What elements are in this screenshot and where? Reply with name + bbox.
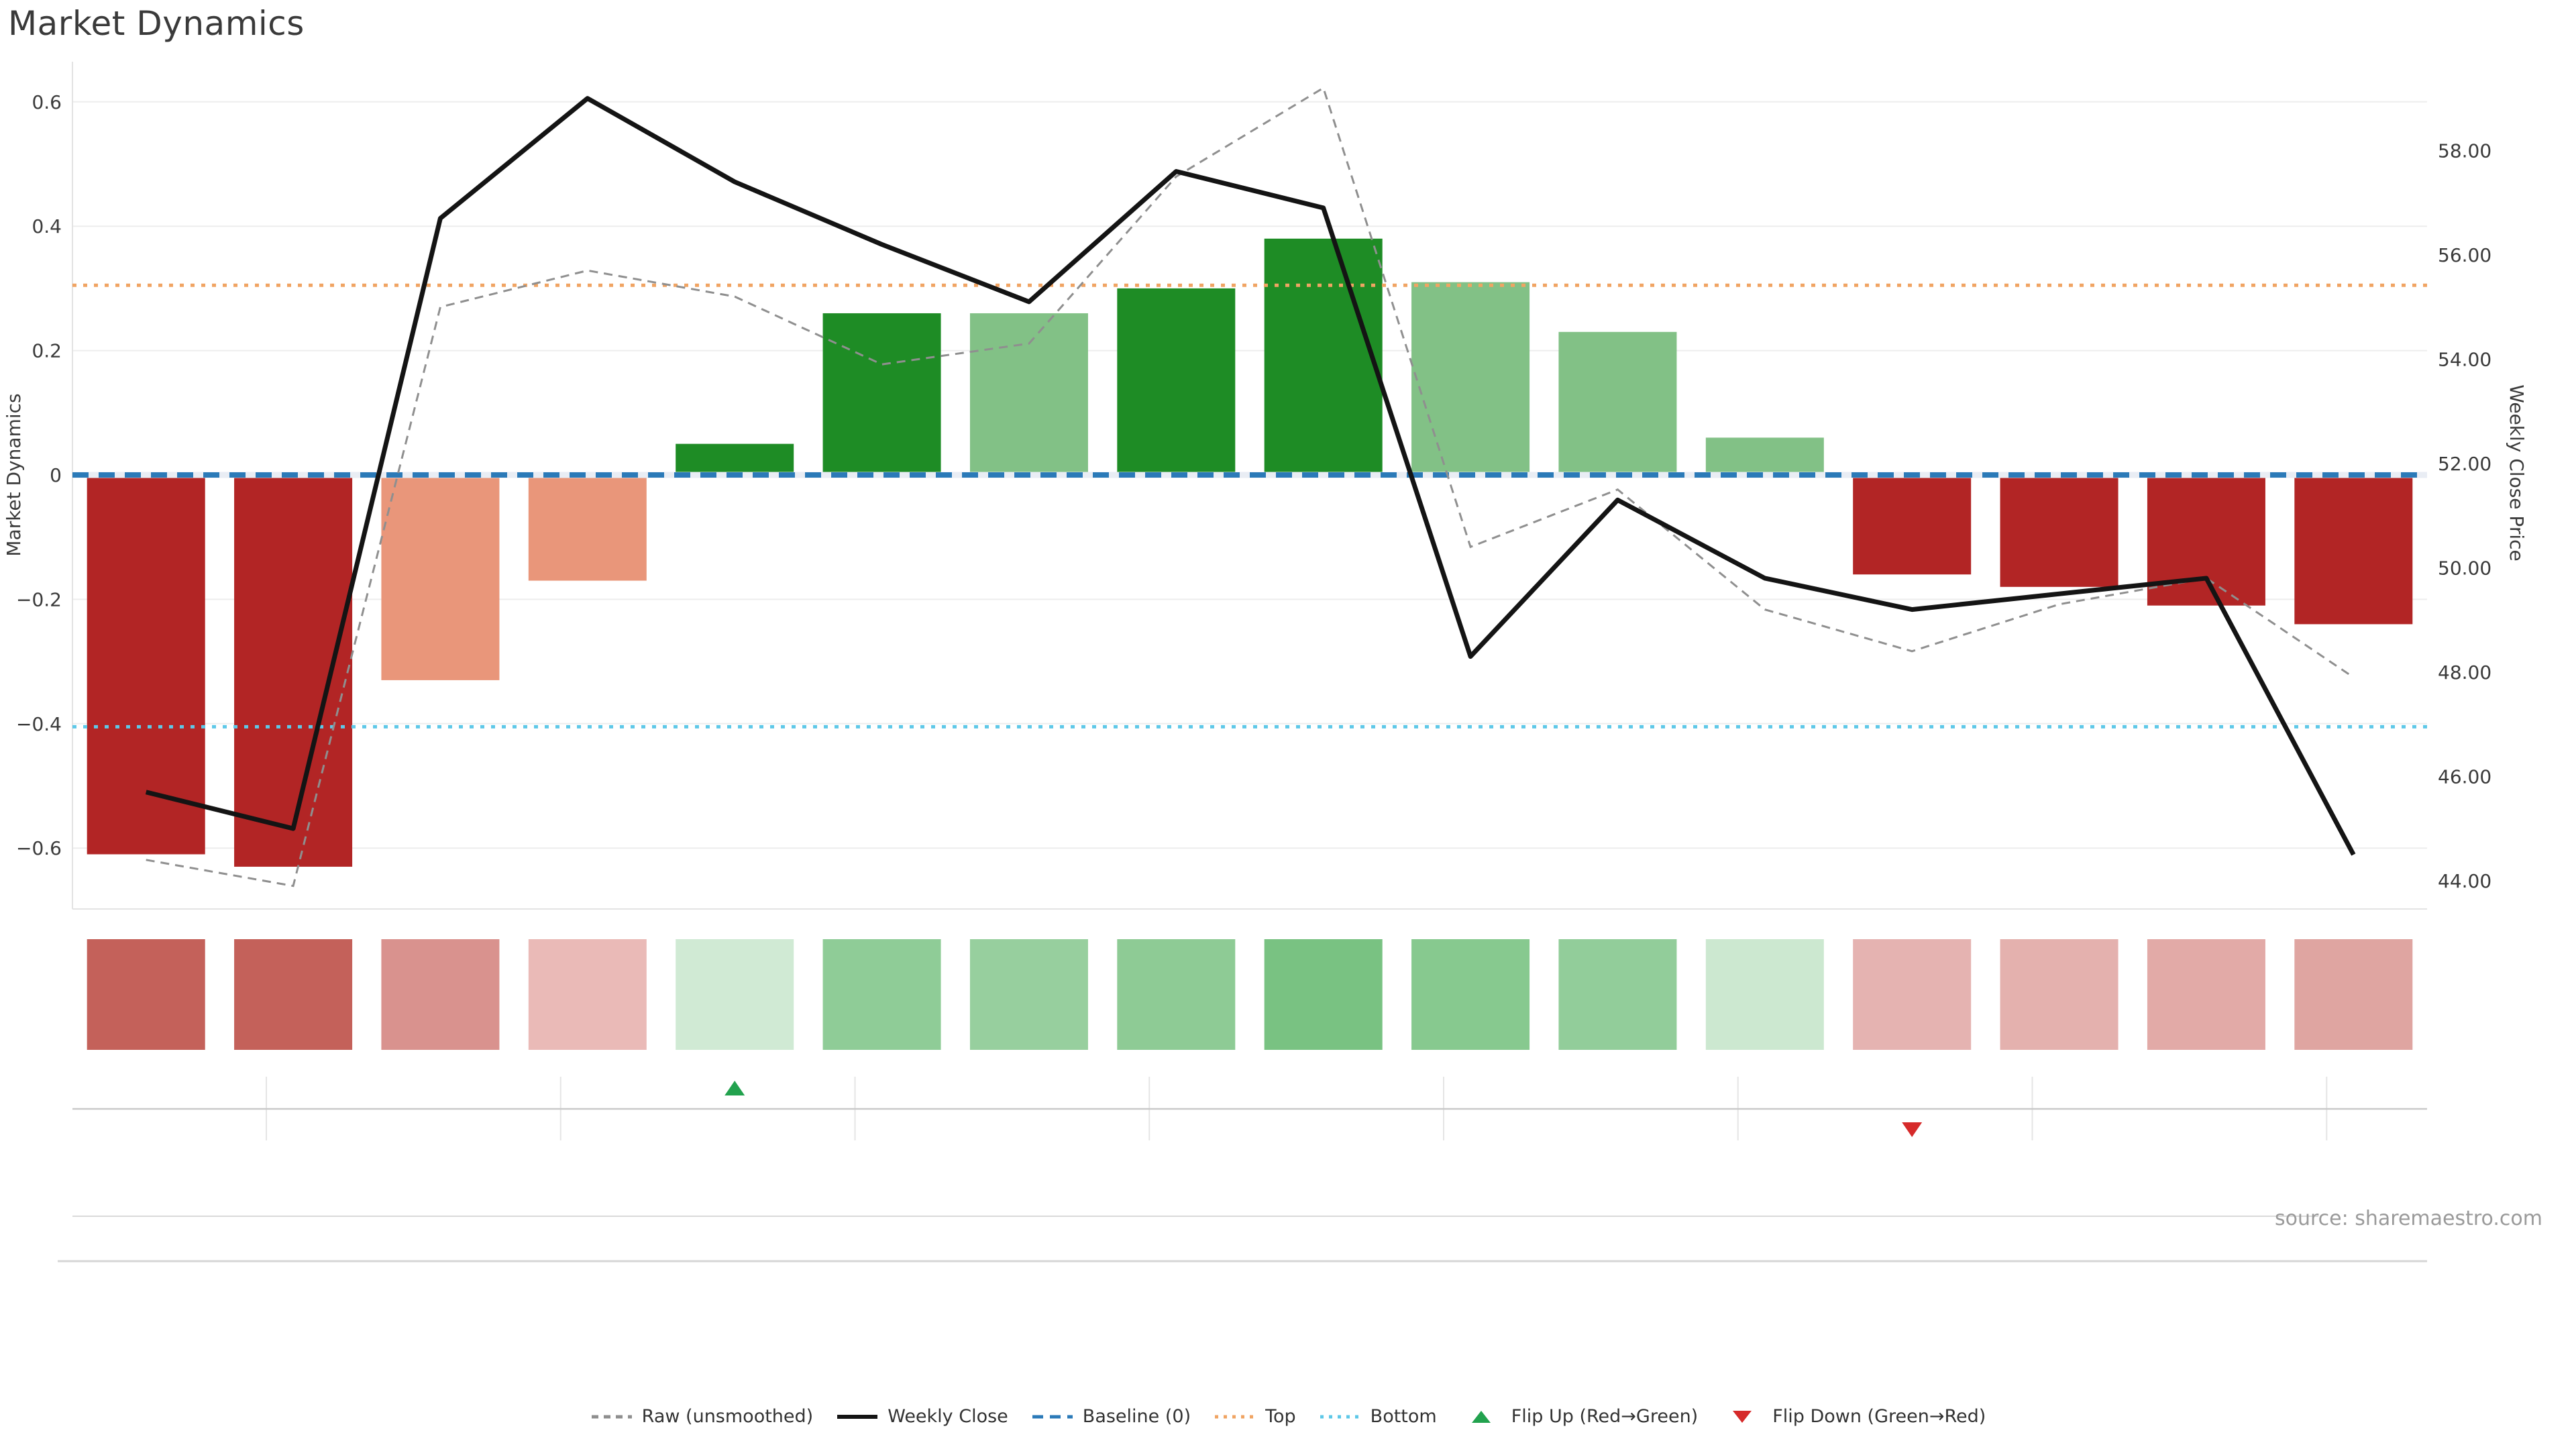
legend-swatch-dotted-line-icon: [1320, 1415, 1360, 1418]
legend-swatch-dashed-line-icon: [591, 1415, 632, 1418]
legend-item: Bottom: [1319, 1406, 1437, 1427]
tick-labels-layer: 0.6 0.4 0.2 0 −0.2 −0.4 −0.6 58.00 56.00 54.00 52.…: [16, 91, 2491, 892]
legend-triangle-down-icon: [1733, 1410, 1752, 1423]
bar: [1117, 288, 1236, 475]
bar: [1264, 238, 1383, 475]
bar: [676, 443, 794, 475]
legend-label: Raw (unsmoothed): [641, 1406, 814, 1427]
legend-swatch-solid-line-icon: [837, 1414, 878, 1419]
bar: [528, 475, 647, 581]
lines-layer: [72, 86, 2427, 888]
legend-label: Weekly Close: [888, 1406, 1008, 1427]
legend-item: Flip Up (Red→Green): [1460, 1406, 1699, 1427]
heat-cell: [676, 939, 794, 1050]
heat-cell: [381, 939, 500, 1050]
heat-cell: [2000, 939, 2118, 1050]
flip-markers-layer: [58, 1077, 2427, 1263]
legend-swatch-triangle-down-icon: [1733, 1410, 1752, 1423]
bars-layer: [87, 238, 2413, 867]
bar: [1705, 437, 1824, 475]
legend-label: Flip Down (Green→Red): [1772, 1406, 1986, 1427]
legend-label: Baseline (0): [1082, 1406, 1191, 1427]
heat-cell: [1558, 939, 1677, 1050]
right-tick-label: 44.00: [2438, 870, 2491, 892]
legend-swatch-dotted-line-icon: [1215, 1415, 1256, 1418]
heat-cell: [87, 939, 205, 1050]
weekly-close-line: [145, 96, 2356, 856]
heat-cell: [1853, 939, 1972, 1050]
right-axis-title: Weekly Close Price: [2506, 384, 2528, 561]
left-tick-label: −0.2: [16, 588, 62, 610]
bar: [1853, 475, 1972, 575]
left-tick-label: 0.6: [32, 91, 62, 113]
legend-item: Baseline (0): [1031, 1406, 1191, 1427]
bar: [822, 313, 941, 475]
heat-cell: [1117, 939, 1236, 1050]
legend: Raw (unsmoothed) Weekly Close Baseline (0)…: [0, 1406, 2576, 1427]
bar: [969, 313, 1088, 475]
heat-cell: [1705, 939, 1824, 1050]
bar: [1558, 331, 1677, 475]
flip-down-marker: [1902, 1122, 1923, 1137]
bar: [234, 475, 353, 867]
bar: [87, 475, 205, 855]
legend-item: Flip Down (Green→Red): [1721, 1406, 1986, 1427]
right-tick-label: 48.00: [2438, 661, 2491, 684]
heat-cell: [2294, 939, 2413, 1050]
flip-up-marker: [724, 1081, 745, 1095]
heat-cell: [2147, 939, 2265, 1050]
legend-label: Bottom: [1370, 1406, 1437, 1427]
heatmap-strip-layer: [87, 939, 2413, 1050]
heat-cell: [528, 939, 647, 1050]
source-attribution: source: sharemaestro.com: [2275, 1207, 2542, 1230]
left-axis-title: Market Dynamics: [3, 393, 25, 556]
heat-cell: [969, 939, 1088, 1050]
legend-item: Raw (unsmoothed): [590, 1406, 814, 1427]
left-tick-label: 0.4: [32, 215, 62, 237]
bar: [2294, 475, 2413, 625]
heat-cell: [234, 939, 353, 1050]
legend-item: Top: [1214, 1406, 1296, 1427]
bar: [381, 475, 500, 680]
left-tick-label: −0.4: [16, 713, 62, 735]
left-tick-label: 0: [50, 464, 62, 486]
chart-title: Market Dynamics: [8, 4, 305, 43]
legend-triangle-up-icon: [1471, 1410, 1491, 1423]
right-tick-label: 58.00: [2438, 140, 2491, 162]
legend-label: Flip Up (Red→Green): [1511, 1406, 1699, 1427]
heat-cell: [1411, 939, 1530, 1050]
heat-cell: [822, 939, 941, 1050]
legend-swatch-dashed-line-big-icon: [1032, 1415, 1073, 1418]
legend-swatch-triangle-up-icon: [1471, 1410, 1491, 1423]
bar: [2000, 475, 2118, 587]
bar: [1411, 282, 1530, 475]
right-tick-label: 46.00: [2438, 765, 2491, 788]
right-tick-label: 52.00: [2438, 453, 2491, 475]
right-tick-label: 54.00: [2438, 348, 2491, 370]
right-tick-label: 50.00: [2438, 557, 2491, 579]
left-tick-label: 0.2: [32, 340, 62, 362]
legend-item: Weekly Close: [836, 1406, 1008, 1427]
left-tick-label: −0.6: [16, 837, 62, 859]
legend-label: Top: [1265, 1406, 1296, 1427]
heat-cell: [1264, 939, 1383, 1050]
right-tick-label: 56.00: [2438, 244, 2491, 266]
